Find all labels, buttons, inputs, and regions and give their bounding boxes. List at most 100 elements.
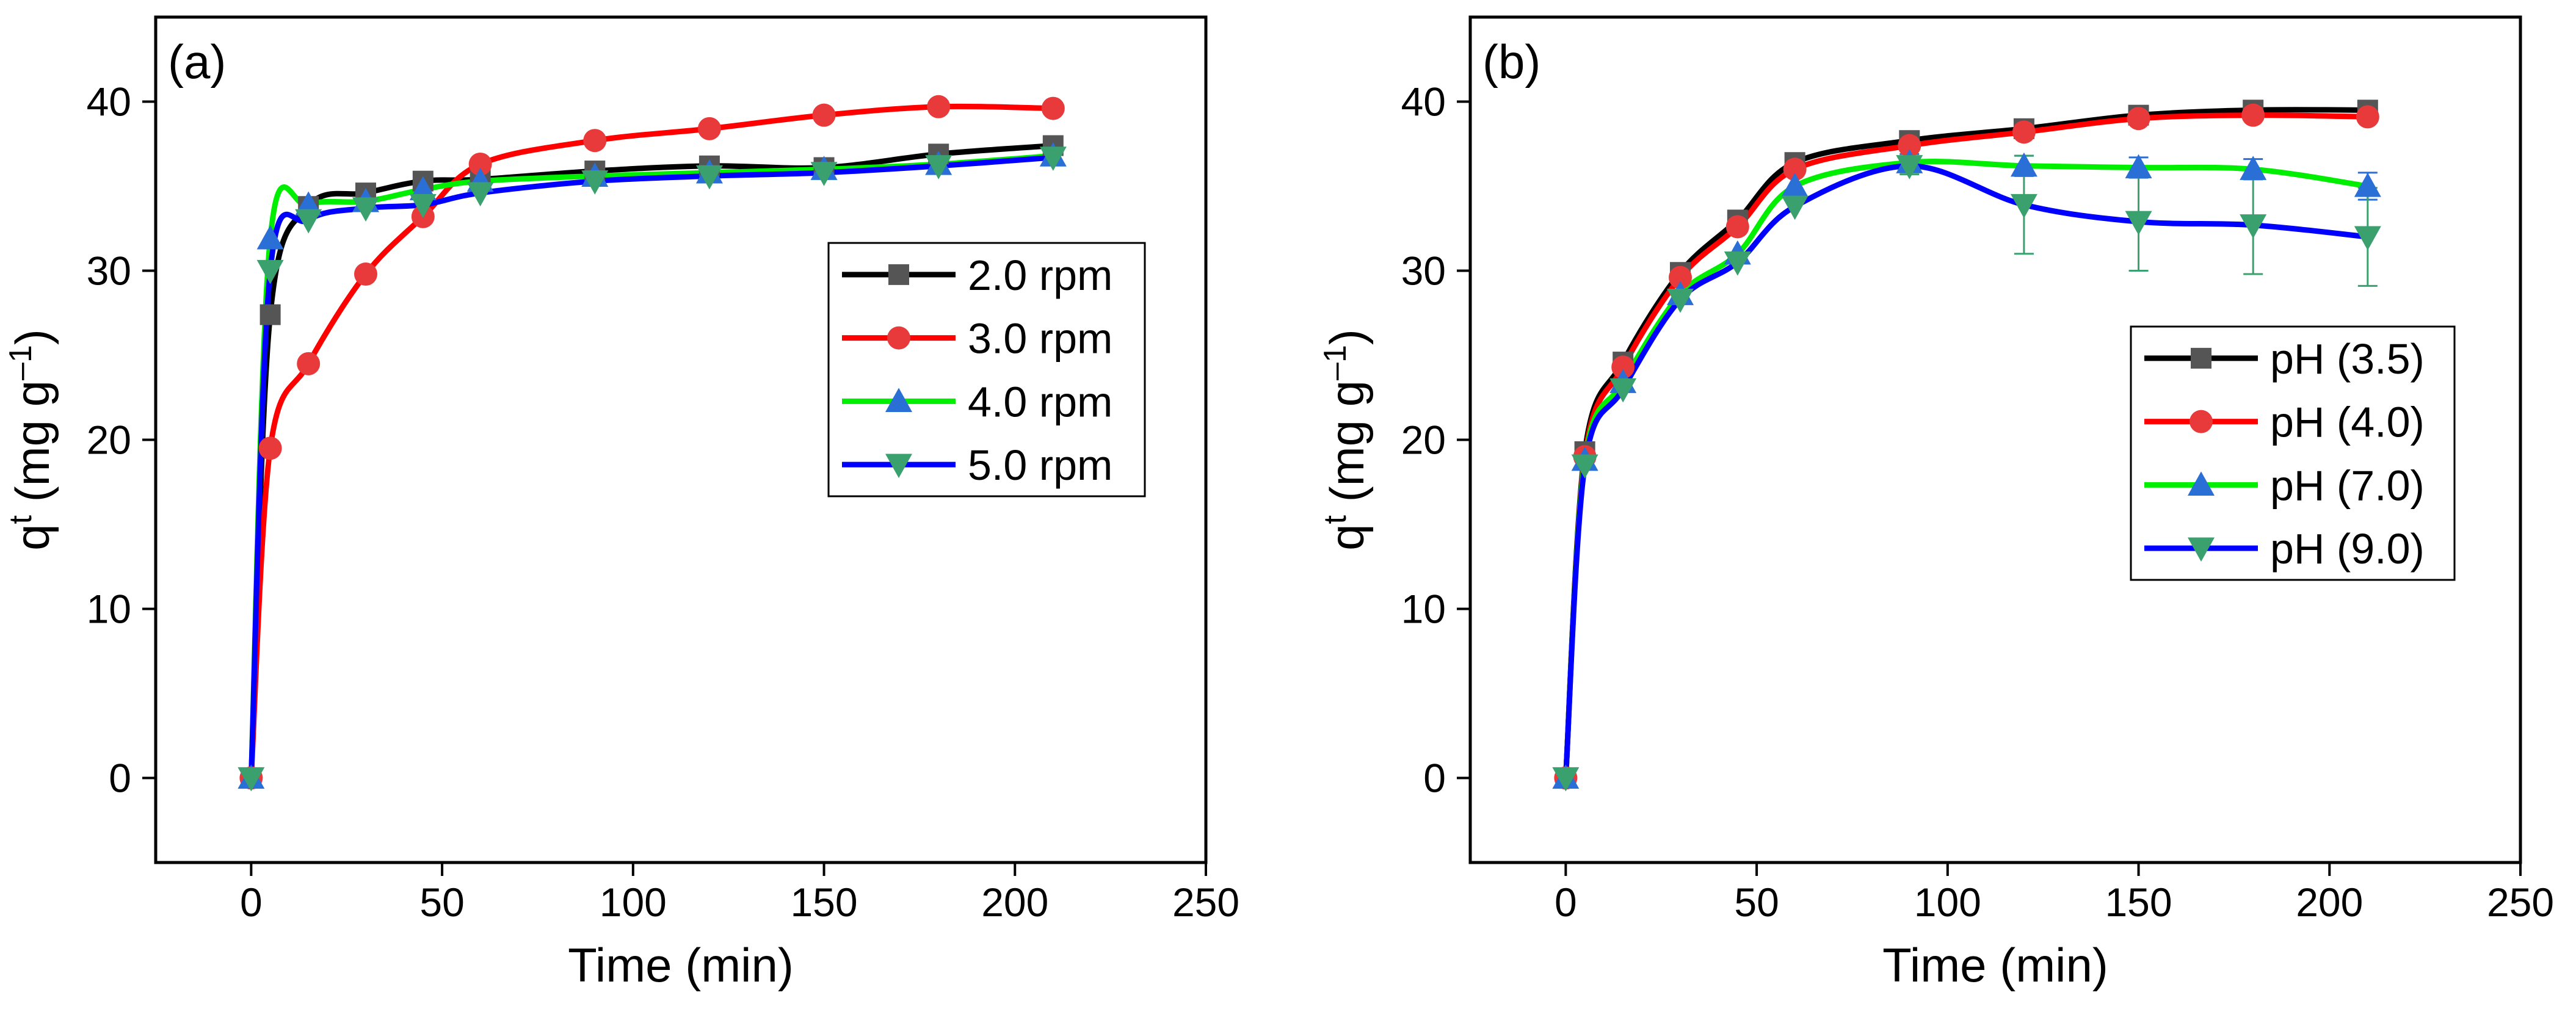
y-tick-label: 30: [1401, 248, 1446, 294]
data-point-series-4: [409, 194, 437, 219]
x-tick-label: 0: [1555, 880, 1577, 925]
data-point-series-4: [2240, 214, 2267, 239]
data-point-series-4: [810, 162, 838, 186]
y-tick-label: 40: [87, 79, 131, 125]
data-point-series-4: [238, 767, 265, 792]
x-tick-label: 200: [981, 880, 1048, 925]
data-point-series-4: [1609, 378, 1637, 403]
x-tick-label: 200: [2296, 880, 2363, 925]
x-axis-title: Time (min): [1882, 938, 2108, 992]
data-point-series-4: [2354, 226, 2381, 251]
legend-label-1: pH (3.5): [2270, 335, 2425, 383]
plot-frame: [154, 15, 1208, 864]
x-tick-label: 0: [240, 880, 263, 925]
data-point-series-2: [1783, 157, 1807, 181]
y-axis-title: qt (mg g–1): [3, 329, 59, 551]
data-point-series-4: [2125, 211, 2152, 236]
data-point-series-2: [1611, 355, 1635, 379]
y-tick-label: 10: [1401, 587, 1446, 632]
data-point-series-2: [812, 103, 836, 127]
data-point-series-4: [1781, 195, 1809, 220]
y-tick-label: 20: [1401, 418, 1446, 463]
legend-label-2: 3.0 rpm: [968, 315, 1112, 363]
legend-label-4: 5.0 rpm: [968, 441, 1112, 489]
y-axis-title-superscript: –1: [3, 345, 38, 380]
legend-label-1: 2.0 rpm: [968, 251, 1112, 299]
y-axis-title-superscript: t: [3, 515, 38, 524]
y-axis-title-superscript: t: [1318, 515, 1353, 524]
data-point-series-2: [1041, 96, 1065, 120]
legend-marker-1: [888, 264, 909, 285]
data-point-series-4: [295, 209, 322, 234]
legend-label-3: 4.0 rpm: [968, 378, 1112, 425]
x-tick-label: 250: [2487, 880, 2554, 925]
legend-marker-2: [887, 326, 910, 350]
legend-marker-3: [885, 388, 912, 412]
series-line-4: [248, 154, 1054, 778]
legend-marker-4: [885, 454, 912, 479]
data-point-series-4: [1724, 251, 1751, 276]
y-tick-label: 30: [87, 248, 131, 294]
panel-label: (b): [1482, 35, 1540, 89]
y-axis-title-superscript: –1: [1318, 345, 1353, 380]
data-point-series-2: [2127, 107, 2150, 131]
data-point-series-2: [927, 95, 951, 118]
data-point-series-3: [2240, 156, 2267, 180]
data-point-series-1: [259, 304, 281, 325]
y-axis-title-part: (mg g: [1320, 380, 1374, 515]
y-axis-title: qt (mg g–1): [1318, 329, 1374, 551]
legend-marker-3: [2188, 471, 2215, 496]
data-point-series-2: [1725, 215, 1749, 239]
panel-a: 0 50 100 150 200 250 0 10 20 30 40 (a) Time (min) qt …: [3, 15, 1239, 992]
data-point-series-4: [1896, 155, 1923, 179]
data-point-series-2: [1898, 134, 1921, 157]
data-point-series-2: [2241, 103, 2265, 127]
data-point-series-4: [466, 182, 494, 207]
legend: 2.0 rpm 3.0 rpm 4.0 rpm 5.0 rpm: [827, 242, 1146, 497]
data-point-series-4: [1039, 146, 1067, 171]
y-tick-label: 0: [109, 756, 131, 801]
data-point-series-2: [354, 262, 377, 286]
legend-marker-4: [2188, 537, 2215, 562]
data-point-series-3: [2125, 154, 2152, 179]
y-tick-label: 40: [1401, 79, 1446, 125]
x-tick-label: 100: [1914, 880, 1981, 925]
legend-marker-2: [2190, 410, 2213, 433]
data-point-series-2: [1669, 266, 1692, 289]
x-tick-label: 100: [600, 880, 667, 925]
x-tick-label: 150: [790, 880, 857, 925]
legend-label-3: pH (7.0): [2270, 461, 2425, 509]
x-tick-label: 250: [1172, 880, 1239, 925]
data-point-series-4: [1667, 288, 1694, 313]
y-tick-label: 20: [87, 418, 131, 463]
data-point-series-3: [1781, 173, 1809, 197]
data-point-series-2: [258, 436, 282, 460]
y-tick-label: 10: [87, 587, 131, 632]
legend-box: [827, 242, 1146, 497]
legend-box: [2130, 325, 2456, 581]
y-axis-title-part: q: [1320, 524, 1374, 550]
legend-marker-1: [2191, 347, 2211, 369]
plot-frame: [1468, 15, 2522, 864]
legend: pH (3.5) pH (4.0) pH (7.0) pH (9.0): [2130, 325, 2456, 581]
data-point-series-2: [468, 152, 492, 176]
data-point-series-4: [1571, 454, 1598, 479]
data-point-series-2: [2356, 105, 2379, 129]
data-point-series-3: [2010, 152, 2037, 177]
x-tick-label: 150: [2105, 880, 2172, 925]
data-point-series-3: [256, 225, 284, 250]
data-point-series-4: [256, 259, 284, 284]
y-axis-title-part: ): [1320, 329, 1374, 345]
data-point-series-2: [2012, 120, 2036, 144]
legend-label-2: pH (4.0): [2270, 399, 2425, 446]
y-axis-title-part: q: [5, 524, 59, 550]
data-point-series-4: [925, 155, 952, 179]
legend-label-4: pH (9.0): [2270, 525, 2425, 573]
data-point-series-4: [2010, 194, 2037, 219]
x-tick-label: 50: [1734, 880, 1779, 925]
data-point-series-4: [1552, 767, 1580, 792]
data-point-series-2: [297, 352, 321, 375]
y-axis-title-part: ): [5, 329, 59, 345]
data-point-series-2: [583, 129, 607, 153]
